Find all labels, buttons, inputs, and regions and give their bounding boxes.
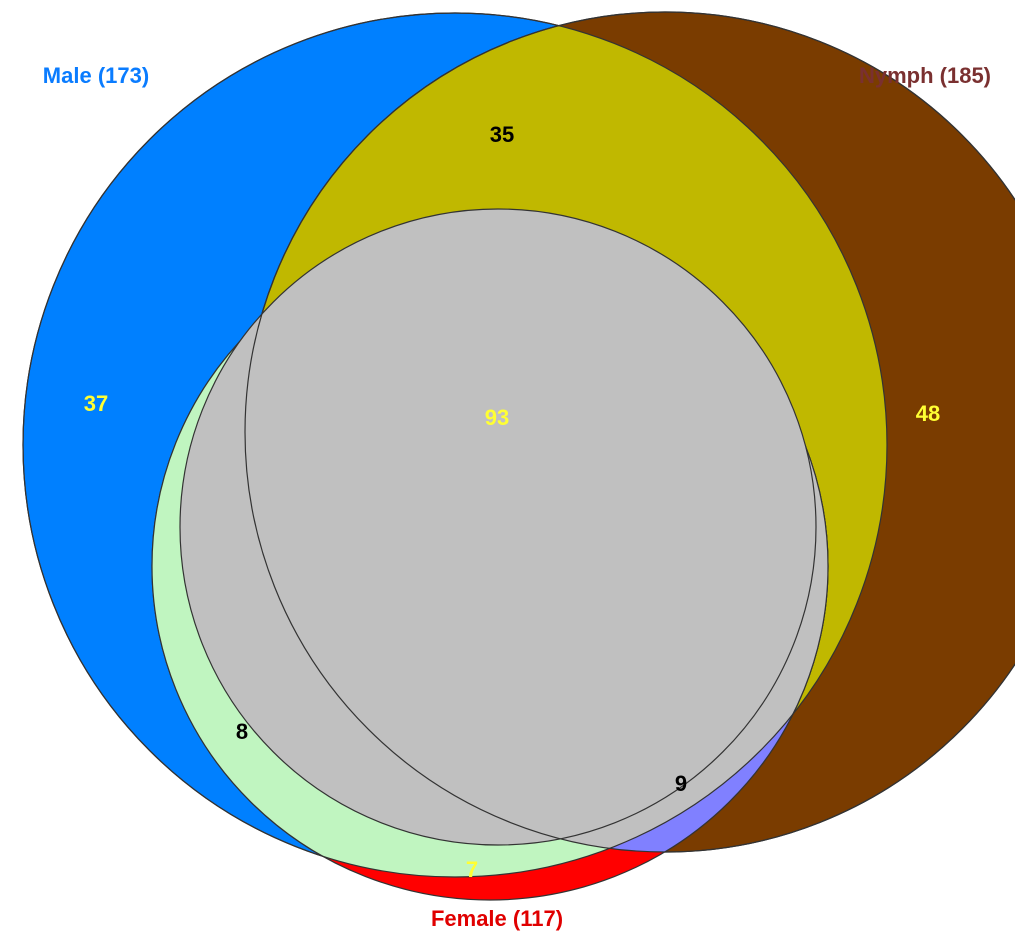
nymph-set-label: Nymph (185) bbox=[859, 63, 991, 88]
count-nymph-female: 9 bbox=[675, 771, 687, 796]
female-set-label: Female (117) bbox=[431, 906, 563, 931]
count-nymph-only: 48 bbox=[916, 401, 940, 426]
count-male-female: 8 bbox=[236, 719, 248, 744]
count-male-nymph: 35 bbox=[490, 122, 514, 147]
count-male-only: 37 bbox=[84, 391, 108, 416]
male-set-label: Male (173) bbox=[43, 63, 149, 88]
count-female-only: 7 bbox=[466, 857, 478, 882]
count-all-three: 93 bbox=[485, 405, 509, 430]
core-circle bbox=[179, 208, 817, 846]
